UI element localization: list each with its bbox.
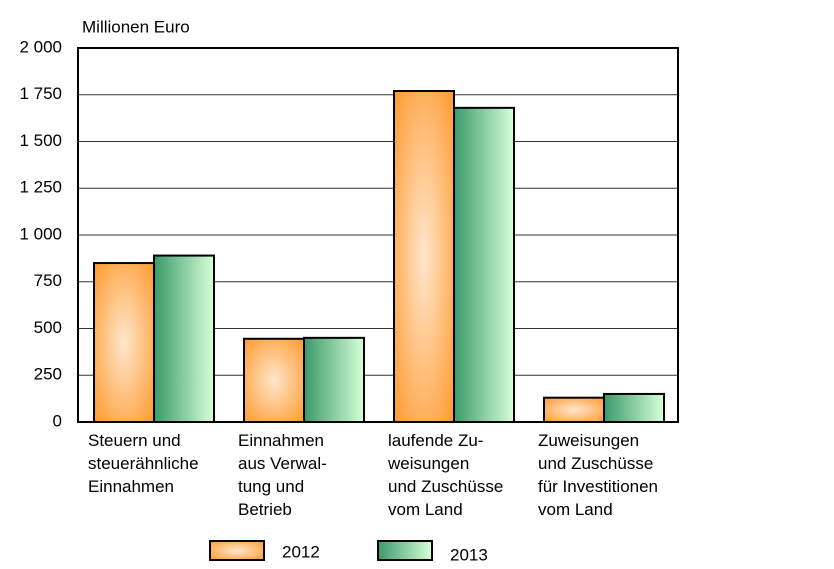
x-tick-label-line: und Zuschüsse [388, 477, 503, 496]
x-tick-label-line: Einnahmen [88, 477, 174, 496]
y-tick-label: 1 250 [19, 178, 62, 197]
x-tick-label-line: weisungen [387, 454, 469, 473]
y-tick-label: 750 [34, 271, 62, 290]
x-tick-label-line: steuerähnliche [88, 454, 199, 473]
y-tick-label: 2 000 [19, 37, 62, 56]
y-tick-label: 1 500 [19, 131, 62, 150]
x-tick-label-line: laufende Zu- [388, 431, 483, 450]
x-tick-label: laufende Zu-weisungen und Zuschüsse vom La… [387, 431, 503, 519]
x-tick-label: Steuern und steuerähnliche Einnahmen [88, 431, 199, 496]
plot-border [77, 47, 679, 423]
x-tick-label-line: Betrieb [238, 500, 292, 519]
y-tick-label: 1 000 [19, 224, 62, 243]
legend-swatch [377, 540, 433, 561]
bar [393, 90, 455, 423]
legend-swatch [209, 540, 265, 561]
bar [93, 262, 155, 423]
bar [153, 254, 215, 423]
bar [303, 336, 365, 424]
x-tick-label-line: und Zuschüsse [538, 454, 653, 473]
x-tick-label: Einnahmen aus Verwal-tung und Betrieb [238, 431, 327, 519]
x-tick-label-line: vom Land [388, 500, 463, 519]
bar [453, 106, 515, 423]
x-tick-label: Zuweisungen und Zuschüsse für Investitione… [538, 431, 658, 519]
bar [243, 337, 305, 423]
x-tick-label-line: für Investitionen [538, 477, 658, 496]
y-tick-label: 250 [34, 365, 62, 384]
x-tick-label-line: tung und [238, 477, 304, 496]
y-axis-title: Millionen Euro [82, 17, 190, 36]
x-tick-label-line: vom Land [538, 500, 613, 519]
bar [603, 392, 665, 424]
legend-label: 2013 [450, 545, 488, 564]
x-tick-label-line: Einnahmen [238, 431, 324, 450]
y-tick-label: 1 750 [19, 84, 62, 103]
x-tick-label-line: Steuern und [88, 431, 181, 450]
x-tick-label-line: Zuweisungen [538, 431, 639, 450]
bar [543, 396, 605, 424]
y-tick-label: 500 [34, 318, 62, 337]
legend-label: 2012 [282, 542, 320, 561]
x-tick-label-line: aus Verwal- [238, 454, 327, 473]
y-tick-label: 0 [53, 411, 62, 430]
